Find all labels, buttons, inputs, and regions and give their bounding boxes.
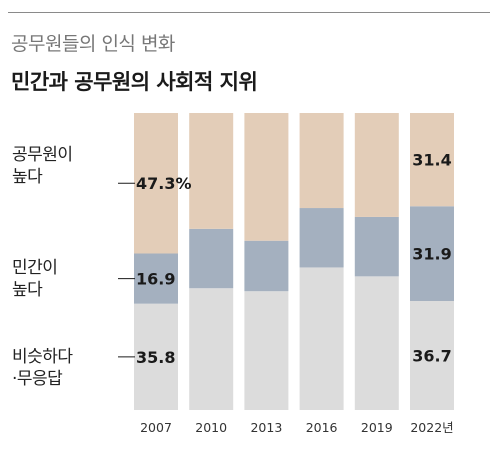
legend-similar: 비슷하다 ·무응답: [12, 346, 73, 390]
bar-segment-similar-5: [410, 301, 454, 410]
legend-higher-public: 공무원이 높다: [12, 144, 73, 188]
data-label-3: 31.4: [412, 151, 451, 170]
legend-higher-private-line2: 높다: [12, 280, 43, 300]
bar-segment-higher_public-4: [354, 113, 399, 217]
data-label-0: 47.3%: [136, 174, 192, 193]
x-tick-label-1: 2010: [195, 420, 227, 435]
bar-segment-higher_public-0: [134, 113, 178, 254]
chart-title: 민간과 공무원의 사회적 지위: [11, 70, 258, 94]
x-tick-label-2: 2013: [250, 420, 282, 435]
bar-segment-similar-2: [244, 291, 289, 410]
bar-segment-higher_public-5: [410, 113, 454, 207]
top-rule: [8, 12, 490, 13]
bar-segment-similar-3: [299, 267, 344, 410]
bar-segment-higher_private-4: [354, 216, 399, 277]
bar-segment-similar-0: [134, 303, 178, 410]
bar-segment-similar-1: [189, 288, 234, 410]
bar-segment-similar-4: [354, 276, 399, 410]
x-tick-label-0: 2007: [140, 420, 172, 435]
legend-similar-line1: 비슷하다: [12, 347, 73, 367]
bar-segment-higher_private-5: [410, 206, 454, 302]
x-tick-label-5: 2022년: [410, 420, 453, 435]
bar-segment-higher_private-3: [299, 208, 344, 268]
legend-similar-line2: ·무응답: [12, 369, 63, 389]
legend-higher-public-line2: 높다: [12, 167, 43, 187]
bar-segment-higher_public-2: [244, 113, 289, 241]
data-label-4: 31.9: [412, 245, 451, 264]
bar-segment-higher_private-1: [189, 228, 234, 289]
chart-subtitle: 공무원들의 인식 변화: [11, 33, 175, 55]
data-label-2: 35.8: [136, 348, 175, 367]
legend-higher-private: 민간이 높다: [12, 257, 58, 301]
bar-segment-higher_public-3: [299, 113, 344, 209]
bar-segment-higher_public-1: [189, 113, 234, 229]
data-label-1: 16.9: [136, 270, 175, 289]
legend-higher-private-line1: 민간이: [12, 258, 58, 278]
data-label-5: 36.7: [412, 347, 451, 366]
bar-segment-higher_private-0: [134, 253, 178, 304]
bar-segment-higher_private-2: [244, 240, 289, 292]
legend-higher-public-line1: 공무원이: [12, 145, 73, 165]
x-tick-label-4: 2019: [361, 420, 393, 435]
x-tick-label-3: 2016: [306, 420, 338, 435]
